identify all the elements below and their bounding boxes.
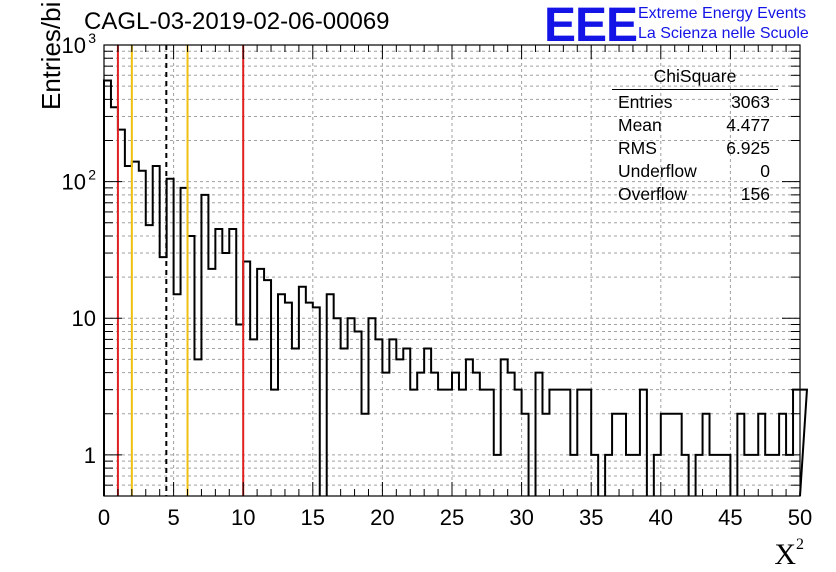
stats-row-entries: Entries 3063 xyxy=(612,91,778,114)
y-tick-label: 10 xyxy=(62,33,86,58)
stats-label: Overflow xyxy=(618,184,688,204)
stats-row-mean: Mean 4.477 xyxy=(612,114,778,137)
stats-value: 6.925 xyxy=(726,138,770,158)
stats-row-underflow: Underflow 0 xyxy=(612,160,778,183)
x-axis-label: X2 xyxy=(774,536,804,572)
y-axis-label: Entries/bin xyxy=(36,0,66,110)
x-axis-label-sup: 2 xyxy=(796,536,804,553)
x-tick-label: 45 xyxy=(718,505,742,530)
x-tick-label: 15 xyxy=(301,505,325,530)
x-tick-label: 50 xyxy=(788,505,812,530)
stats-row-rms: RMS 6.925 xyxy=(612,137,778,160)
stats-label: Mean xyxy=(618,115,662,135)
stats-value: 3063 xyxy=(731,92,770,112)
y-tick-label-exponent: 2 xyxy=(88,167,96,183)
logo-text: Extreme Energy Events La Scienza nelle S… xyxy=(638,4,809,44)
x-tick-label: 30 xyxy=(509,505,533,530)
x-axis-label-text: X xyxy=(774,538,796,571)
histogram-steps xyxy=(103,79,809,497)
x-tick-label: 40 xyxy=(649,505,673,530)
stats-label: Underflow xyxy=(618,161,697,181)
y-tick-label-exponent: 3 xyxy=(88,30,96,46)
stats-value: 4.477 xyxy=(726,115,770,135)
y-tick-label: 10 xyxy=(72,306,96,331)
y-tick-label: 10 xyxy=(62,170,86,195)
x-tick-label: 20 xyxy=(370,505,394,530)
stats-label: RMS xyxy=(618,138,657,158)
chart-title: CAGL-03-2019-02-06-00069 xyxy=(84,8,390,35)
stats-label: Entries xyxy=(618,92,673,112)
stats-row-overflow: Overflow 156 xyxy=(612,183,778,206)
logo-line-1: Extreme Energy Events xyxy=(638,5,807,22)
stats-value: 0 xyxy=(760,161,770,181)
x-tick-label: 0 xyxy=(98,505,110,530)
stats-title: ChiSquare xyxy=(612,66,778,90)
x-tick-label: 10 xyxy=(231,505,255,530)
stats-value: 156 xyxy=(740,184,770,204)
stats-box: ChiSquare Entries 3063 Mean 4.477 RMS 6.925… xyxy=(612,66,778,206)
x-tick-label: 25 xyxy=(440,505,464,530)
y-tick-label: 1 xyxy=(84,443,96,468)
x-tick-label: 5 xyxy=(167,505,179,530)
x-tick-label: 35 xyxy=(579,505,603,530)
eee-logo: EEE xyxy=(544,0,638,52)
logo-line-2: La Scienza nelle Scuole xyxy=(638,25,809,42)
